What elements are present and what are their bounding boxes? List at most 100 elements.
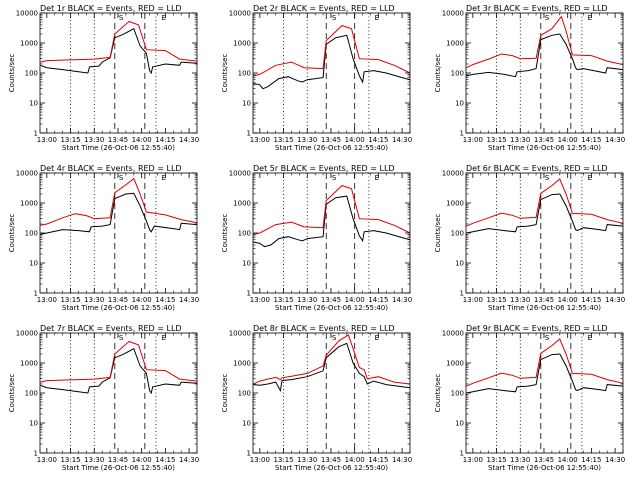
series-line-lld [253,334,411,385]
series-line-events [40,192,198,235]
x-axis-label: Start Time (26-Oct-06 12:55:40) [488,464,601,472]
annotation-label: S [545,174,550,182]
y-tick-label: 1 [247,290,251,298]
y-tick-label: 1 [460,450,464,458]
annotation-label: E [162,334,166,342]
y-tick-label: 100 [238,70,251,78]
x-tick-label: 13:15 [60,456,80,464]
x-tick-label: 13:30 [297,136,317,144]
annotation-label: E [162,14,166,22]
panel-title: Det 1r BLACK = Events, RED = LLD [40,4,182,13]
y-tick-label: 10000 [229,170,251,178]
x-axis-label: Start Time (26-Oct-06 12:55:40) [62,464,175,472]
x-tick-label: 13:00 [463,456,483,464]
x-tick-label: 14:30 [605,456,625,464]
series-line-lld [466,15,624,69]
panel-title: Det 2r BLACK = Events, RED = LLD [253,4,395,13]
y-axis-label: Counts/sec [434,374,442,413]
x-tick-label: 14:00 [132,136,152,144]
x-tick-label: 13:00 [37,136,57,144]
x-tick-label: 14:00 [558,136,578,144]
y-tick-label: 1 [247,450,251,458]
x-tick-label: 13:15 [60,136,80,144]
x-tick-label: 13:15 [60,296,80,304]
y-tick-label: 1000 [446,40,464,48]
annotation-label: S [332,174,337,182]
x-tick-label: 13:30 [297,456,317,464]
y-tick-label: 1000 [233,40,251,48]
x-tick-label: 13:15 [486,136,506,144]
x-tick-label: 13:45 [534,136,554,144]
panel-title: Det 5r BLACK = Events, RED = LLD [253,164,395,173]
annotation-label: E [588,14,592,22]
annotation-label: E [588,174,592,182]
x-tick-label: 13:15 [486,296,506,304]
panel-title: Det 4r BLACK = Events, RED = LLD [40,164,182,173]
x-tick-label: 13:00 [37,456,57,464]
x-tick-label: 13:30 [297,296,317,304]
x-tick-label: 13:45 [108,136,128,144]
y-tick-label: 1 [460,290,464,298]
y-axis-label: Counts/sec [434,54,442,93]
y-axis-label: Counts/sec [8,214,16,253]
y-tick-label: 1000 [233,360,251,368]
series-line-lld [466,338,624,387]
y-tick-label: 10 [455,100,464,108]
x-tick-label: 14:00 [345,296,365,304]
x-tick-label: 14:00 [558,456,578,464]
x-tick-label: 13:30 [510,456,530,464]
x-tick-label: 14:30 [179,296,199,304]
y-axis-label: Counts/sec [221,214,229,253]
x-axis-label: Start Time (26-Oct-06 12:55:40) [488,144,601,152]
x-tick-label: 14:00 [132,296,152,304]
plot-frame [252,332,411,454]
series-line-events [40,347,198,395]
annotation-label: E [375,174,379,182]
x-tick-label: 14:30 [392,136,412,144]
y-tick-label: 100 [451,230,464,238]
series-line-events [253,342,411,393]
annotation-label: S [332,14,337,22]
x-tick-label: 13:15 [273,296,293,304]
annotation-label: E [375,334,379,342]
y-tick-label: 100 [25,70,38,78]
x-tick-label: 13:00 [463,296,483,304]
y-tick-label: 10000 [442,330,464,338]
x-tick-label: 13:45 [321,296,341,304]
plot-frame [39,172,198,294]
y-tick-label: 10000 [442,10,464,18]
x-tick-label: 14:15 [581,296,601,304]
x-tick-label: 14:15 [155,456,175,464]
x-axis-label: Start Time (26-Oct-06 12:55:40) [275,304,388,312]
x-tick-label: 13:15 [273,456,293,464]
y-axis-label: Counts/sec [221,374,229,413]
x-tick-label: 14:15 [368,296,388,304]
x-tick-label: 14:30 [605,136,625,144]
x-tick-label: 13:00 [37,296,57,304]
y-axis-label: Counts/sec [8,54,16,93]
series-line-events [40,27,198,75]
y-tick-label: 1000 [446,360,464,368]
x-tick-label: 13:45 [108,296,128,304]
x-tick-label: 13:45 [534,456,554,464]
x-tick-label: 14:00 [345,456,365,464]
x-tick-label: 13:45 [534,296,554,304]
y-tick-label: 10000 [16,170,38,178]
y-tick-label: 10000 [16,330,38,338]
panel-title: Det 3r BLACK = Events, RED = LLD [466,4,608,13]
x-tick-label: 14:30 [179,456,199,464]
x-tick-label: 14:15 [155,136,175,144]
x-tick-label: 13:00 [250,456,270,464]
series-line-events [466,353,624,394]
annotation-label: E [375,14,379,22]
x-tick-label: 13:30 [510,136,530,144]
y-tick-label: 100 [238,390,251,398]
y-tick-label: 10 [29,100,38,108]
series-line-lld [253,25,411,77]
y-axis-label: Counts/sec [8,374,16,413]
series-line-lld [40,177,198,226]
